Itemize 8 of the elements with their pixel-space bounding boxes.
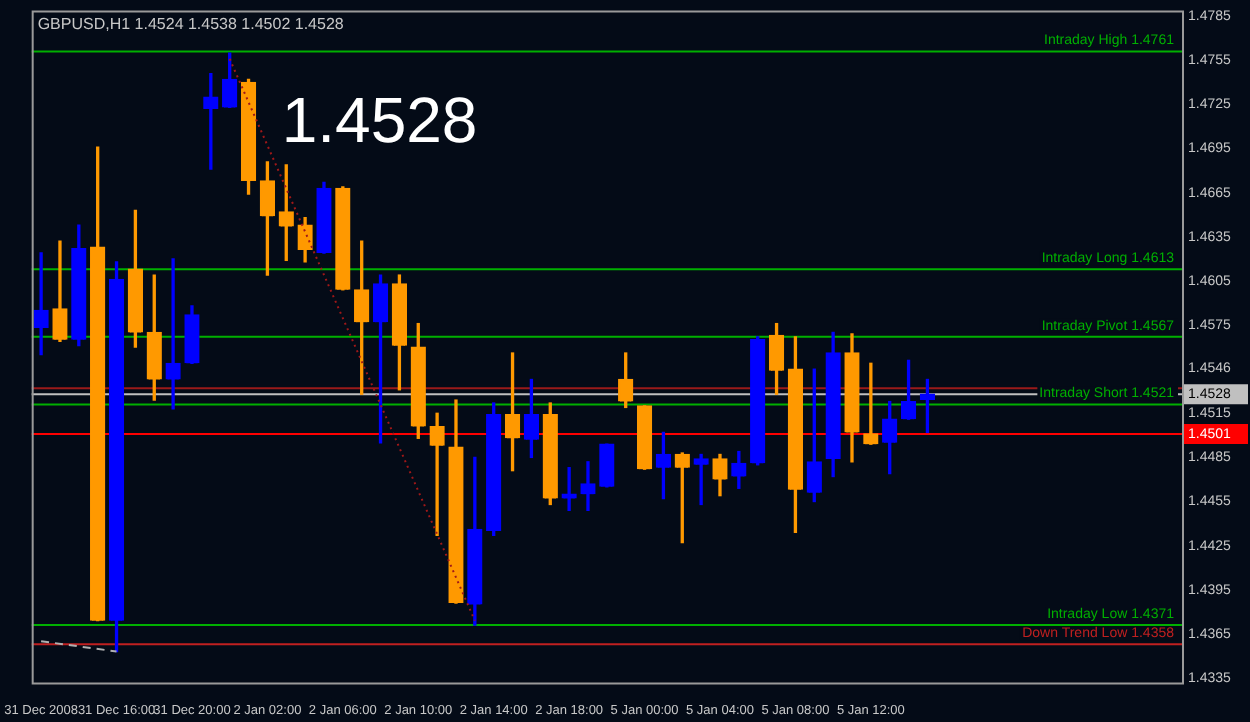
candlestick <box>33 252 49 356</box>
candlestick <box>165 258 181 410</box>
chart-title: GBPUSD,H1 1.4524 1.4538 1.4502 1.4528 <box>37 14 345 33</box>
candlestick <box>429 412 445 537</box>
candlestick <box>693 453 709 506</box>
annotation: 1.4528 <box>281 84 478 157</box>
candlestick <box>580 461 596 512</box>
candlestick <box>863 362 879 445</box>
